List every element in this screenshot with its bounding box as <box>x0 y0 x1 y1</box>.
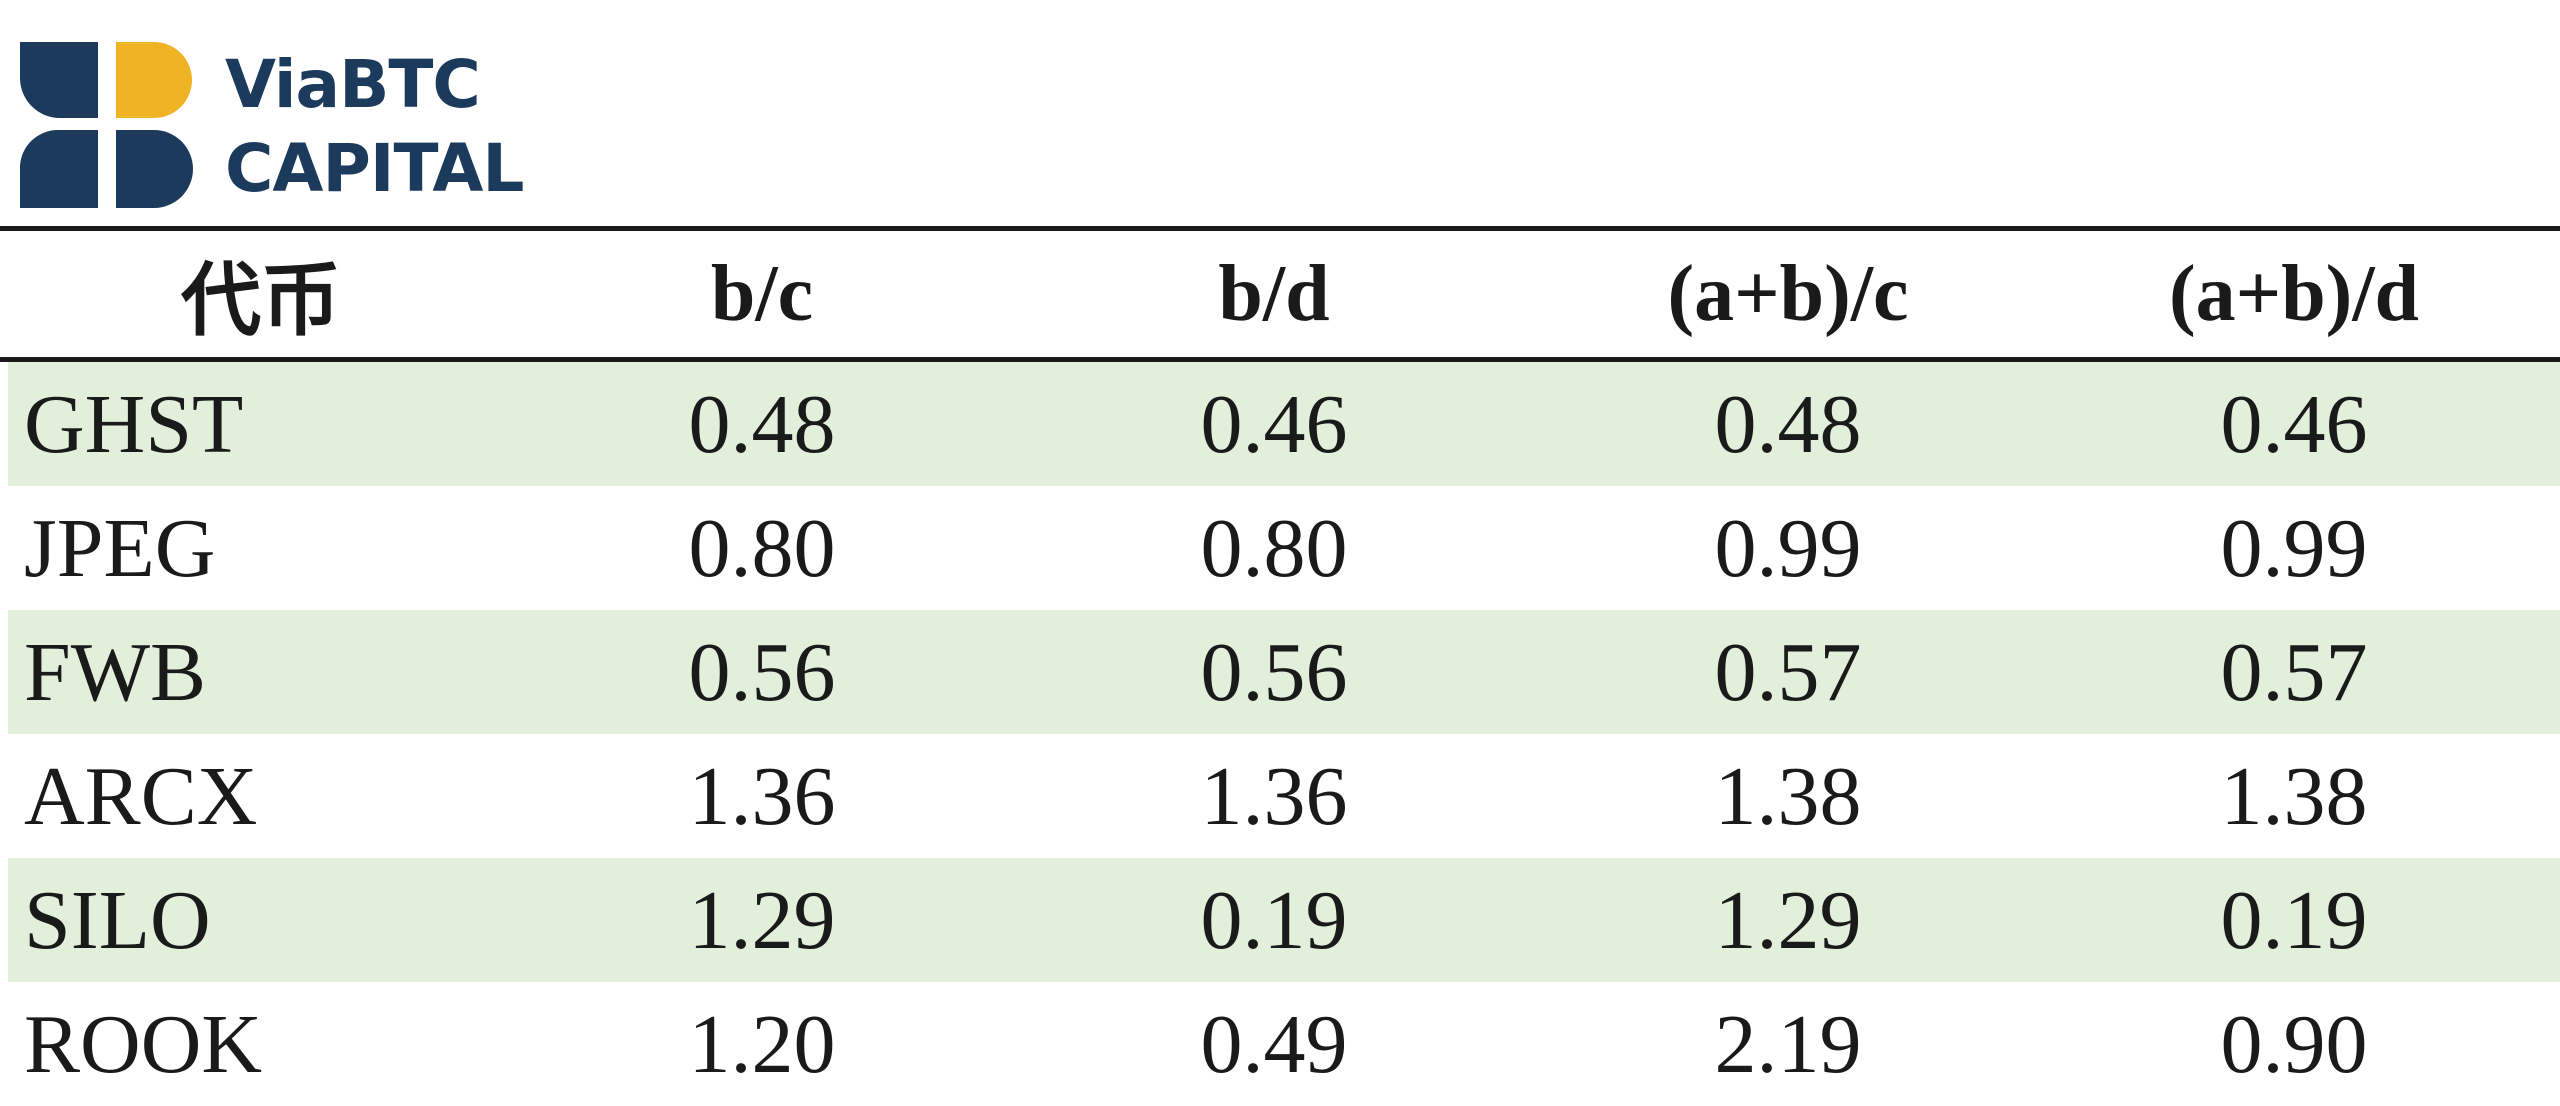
header-cell: 代币 <box>181 258 341 346</box>
header-row: 代币 b/c b/d (a+b)/c (a+b)/d <box>0 226 2560 362</box>
table-cell: FWB <box>24 625 207 719</box>
logo-text: CAPITAL <box>225 130 524 207</box>
table-cell: 0.46 <box>2220 377 2368 471</box>
table-row: ARCX 1.36 1.36 1.38 1.38 <box>0 734 2560 858</box>
table-cell: 0.57 <box>1714 625 1862 719</box>
table-cell: 1.29 <box>1714 873 1862 967</box>
table-cell: 0.48 <box>1714 377 1862 471</box>
table-cell: 0.49 <box>1200 997 1348 1091</box>
table-row: JPEG 0.80 0.80 0.99 0.99 <box>0 486 2560 610</box>
table-row: ROOK 1.20 0.49 2.19 0.90 <box>0 982 2560 1106</box>
table-cell: 0.48 <box>688 377 836 471</box>
table-cell: 0.57 <box>2220 625 2368 719</box>
header-cell: (a+b)/d <box>2168 249 2420 338</box>
table-cell: 0.56 <box>688 625 836 719</box>
table-cell: ARCX <box>24 749 258 843</box>
table-cell: 0.90 <box>2220 997 2368 1091</box>
table-cell: GHST <box>24 377 244 471</box>
table-cell: 1.38 <box>1714 749 1862 843</box>
header-cell: b/d <box>1218 249 1330 338</box>
table-cell: SILO <box>24 873 211 967</box>
table-cell: JPEG <box>24 501 216 595</box>
table-cell: 1.38 <box>2220 749 2368 843</box>
table-row: GHST 0.48 0.46 0.48 0.46 <box>8 362 2560 486</box>
table-cell: ROOK <box>24 997 263 1091</box>
header-cell: b/c <box>710 249 814 338</box>
table-cell: 1.36 <box>1200 749 1348 843</box>
table-row: FWB 0.56 0.56 0.57 0.57 <box>8 610 2560 734</box>
table-cell: 1.20 <box>688 997 836 1091</box>
table-cell: 0.99 <box>2220 501 2368 595</box>
table-cell: 0.80 <box>688 501 836 595</box>
table-cell: 0.19 <box>2220 873 2368 967</box>
header-cell: (a+b)/c <box>1667 249 1909 338</box>
table-cell: 0.80 <box>1200 501 1348 595</box>
table-cell: 2.19 <box>1714 997 1862 1091</box>
table-cell: 0.99 <box>1714 501 1862 595</box>
table-cell: 0.46 <box>1200 377 1348 471</box>
logo: ViaBTC CAPITAL <box>20 38 580 208</box>
table-cell: 0.56 <box>1200 625 1348 719</box>
logo-mark <box>20 42 193 208</box>
table-cell: 0.19 <box>1200 873 1348 967</box>
table-row: SILO 1.29 0.19 1.29 0.19 <box>8 858 2560 982</box>
table-cell: 1.29 <box>688 873 836 967</box>
logo-text: ViaBTC <box>225 46 481 123</box>
data-table: 代币 b/c b/d (a+b)/c (a+b)/d GHST 0.48 0.46 0.48 0.… <box>0 226 2560 1106</box>
table-cell: 1.36 <box>688 749 836 843</box>
